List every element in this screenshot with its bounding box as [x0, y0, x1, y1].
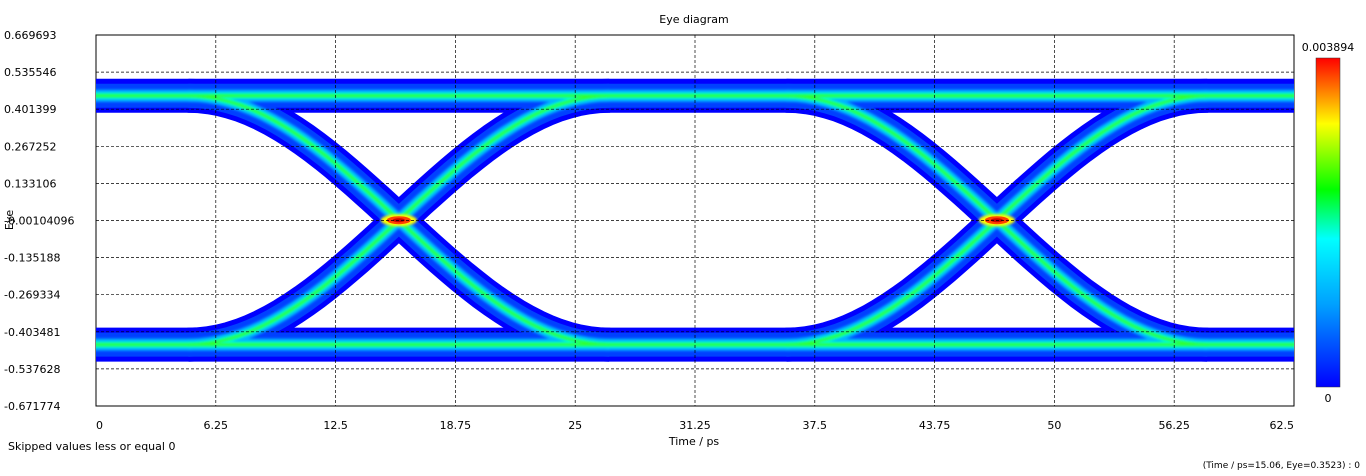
- y-tick-label: -0.269334: [4, 289, 60, 302]
- y-tick-label: -0.403481: [4, 326, 60, 339]
- x-tick-label: 43.75: [919, 419, 951, 432]
- y-axis-label: Eye: [3, 210, 16, 230]
- y-tick-label: -0.00104096: [4, 215, 74, 228]
- x-tick-label: 0: [96, 419, 103, 432]
- cursor-readout: (Time / ps=15.06, Eye=0.3523) : 0: [1202, 461, 1360, 471]
- colorbar-max-label: 0.003894: [1302, 41, 1355, 54]
- y-tick-label: 0.669693: [4, 29, 57, 42]
- x-axis-label: Time / ps: [668, 435, 720, 448]
- colorbar-min-label: 0: [1325, 392, 1332, 405]
- x-tick-label: 37.5: [803, 419, 828, 432]
- x-tick-label: 12.5: [323, 419, 348, 432]
- y-tick-label: 0.267252: [4, 140, 57, 153]
- chart-title: Eye diagram: [659, 13, 728, 26]
- trace-layer-4: [96, 94, 1294, 346]
- y-tick-label: -0.537628: [4, 363, 60, 376]
- y-tick-label: -0.671774: [4, 400, 60, 413]
- y-tick-label: -0.135188: [4, 252, 60, 265]
- x-tick-label: 31.25: [679, 419, 711, 432]
- y-tick-label: 0.401399: [4, 103, 57, 116]
- x-tick-label: 50: [1047, 419, 1061, 432]
- y-axis: 0.669693 0.535546 0.401399 0.267252 0.133106…: [4, 29, 74, 413]
- x-axis: 0 6.25 12.5 18.75 25 31.25 37.5 43.75 50 56.25 62.…: [96, 419, 1294, 432]
- x-tick-label: 18.75: [440, 419, 472, 432]
- y-tick-label: 0.535546: [4, 66, 57, 79]
- x-tick-label: 6.25: [204, 419, 229, 432]
- skipped-values-note: Skipped values less or equal 0: [8, 440, 176, 453]
- x-tick-label: 25: [568, 419, 582, 432]
- x-tick-label: 62.5: [1270, 419, 1295, 432]
- y-tick-label: 0.133106: [4, 177, 57, 190]
- x-tick-label: 56.25: [1158, 419, 1190, 432]
- colorbar: [1315, 57, 1341, 388]
- grid-lines: [96, 35, 1294, 406]
